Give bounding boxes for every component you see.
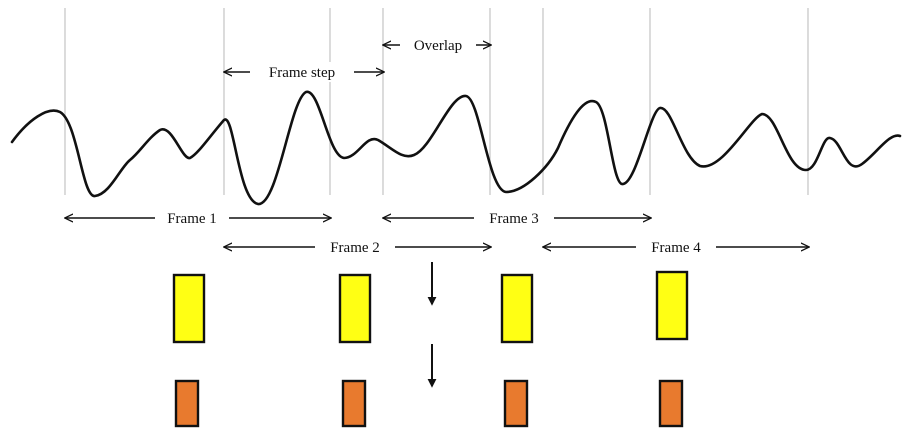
stage-1-block [502,275,532,342]
frame-4-annotation: Frame 4 [543,237,809,257]
stage-1-block [340,275,370,342]
frame-3-annotation: Frame 3 [383,208,651,228]
stage-2-block [660,381,682,426]
frame-step-label: Frame step [269,65,335,81]
frame-3-label: Frame 3 [489,211,539,227]
stage-1-blocks [174,272,687,342]
frame-2-label: Frame 2 [330,240,380,256]
frame-2-annotation: Frame 2 [224,237,491,257]
overlap-label: Overlap [414,38,462,54]
stage-1-block [174,275,204,342]
frame-1-annotation: Frame 1 [65,208,331,228]
stage-2-block [505,381,527,426]
frame-4-label: Frame 4 [651,240,701,256]
stage-2-block [343,381,365,426]
stage-1-block [657,272,687,339]
signal-waveform [12,92,900,204]
overlap-annotation: Overlap [383,35,491,55]
stage-2-blocks [176,381,682,426]
frame-step-annotation: Frame step [224,62,384,82]
stage-2-block [176,381,198,426]
frame-1-label: Frame 1 [167,211,217,227]
